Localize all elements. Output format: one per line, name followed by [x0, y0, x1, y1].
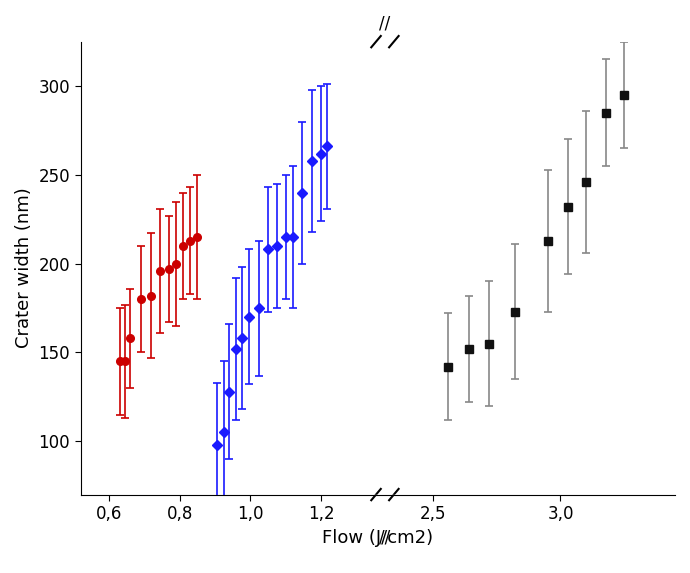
Text: //: // [380, 529, 391, 547]
Y-axis label: Crater width (nm): Crater width (nm) [15, 188, 33, 348]
Text: //: // [380, 14, 391, 33]
X-axis label: Flow (J/cm2): Flow (J/cm2) [322, 528, 433, 547]
